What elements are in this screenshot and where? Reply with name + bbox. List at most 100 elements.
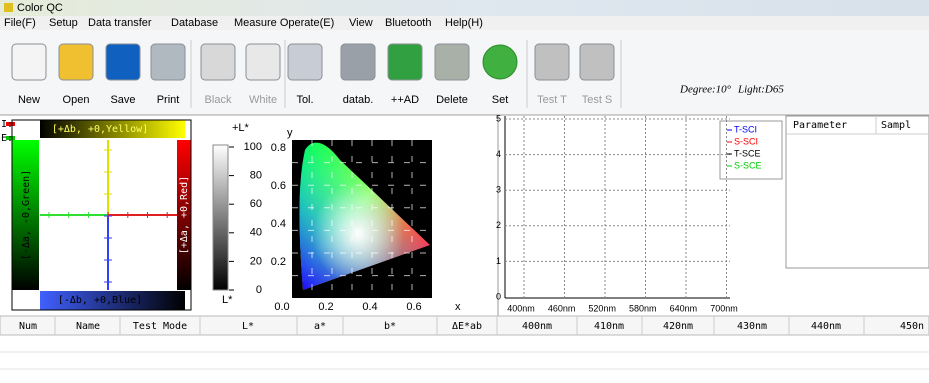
table-header: 430nm [737, 321, 767, 332]
l-tick-label: 40 [250, 227, 262, 239]
toolbar-button[interactable]: White [245, 43, 281, 106]
l-top: +L* [232, 122, 250, 134]
x-tick-label: 0.6 [406, 301, 421, 313]
yellow-label: [+Δb, +0,Yellow] [52, 124, 148, 135]
table-header: L* [242, 321, 254, 332]
menu-item[interactable]: Bluetooth [385, 17, 431, 29]
button-label: Save [110, 94, 135, 106]
toolbar-button[interactable]: Tol. [287, 43, 323, 106]
x-axis-label: x [455, 301, 461, 313]
indicator-i [6, 122, 15, 126]
button-label: White [249, 94, 277, 106]
table-header: Sampl [881, 120, 911, 131]
table-header: Test Mode [133, 321, 187, 332]
y-tick-label: 3 [496, 185, 501, 195]
menu-item[interactable]: File(F) [4, 17, 36, 29]
button-icon [340, 43, 376, 81]
toolbar-button[interactable]: Open [58, 43, 94, 106]
button-icon [534, 43, 570, 81]
table-header: 400nm [522, 321, 552, 332]
table-header: ΔE*ab [452, 321, 482, 332]
table-header: a* [314, 321, 326, 332]
y-tick-label: 1 [496, 256, 501, 266]
button-label: Test S [582, 94, 613, 106]
menu-item[interactable]: Data transfer [88, 17, 152, 29]
y-tick-label: 0 [496, 291, 501, 301]
toolbar-button[interactable]: Delete [434, 43, 470, 106]
title-bar [0, 0, 929, 16]
x-tick-label: 580nm [629, 303, 657, 313]
toolbar-button[interactable]: Test S [579, 43, 615, 106]
toolbar-button[interactable]: Print [150, 43, 186, 106]
button-icon [200, 43, 236, 81]
button-icon [58, 43, 94, 81]
toolbar-button[interactable]: Save [105, 43, 141, 106]
x-tick-label: 0.4 [362, 301, 377, 313]
toolbar-button[interactable]: Test T [534, 43, 570, 106]
toolbar-button[interactable]: New [11, 43, 47, 106]
button-icon [245, 43, 281, 81]
button-label: Open [63, 94, 90, 106]
button-label: Print [157, 94, 180, 106]
table-header: 410nm [594, 321, 624, 332]
blue-label: [-Δb, +0,Blue] [58, 295, 142, 306]
table-header: Name [76, 321, 100, 332]
toolbar-button[interactable]: Set [482, 44, 518, 106]
indicator-e [6, 136, 15, 140]
app-icon [4, 3, 13, 12]
lightness-bar [212, 144, 229, 291]
window-title: Color QC [17, 2, 63, 14]
green-label: [-Δa, -0,Green] [21, 170, 32, 260]
blue-bar [40, 291, 185, 310]
y-axis-label: y [287, 127, 293, 139]
button-label: Black [205, 94, 232, 106]
table-header: 440nm [811, 321, 841, 332]
x-tick-label: 460nm [548, 303, 576, 313]
l-bottom: L* [222, 294, 233, 306]
l-tick-label: 60 [250, 198, 262, 210]
button-label: ++AD [391, 94, 419, 106]
y-tick-label: 2 [496, 220, 501, 230]
button-icon [387, 43, 423, 81]
toolbar-button[interactable]: datab. [340, 43, 376, 106]
legend-label: S-SCE [734, 160, 762, 170]
button-label: Set [492, 94, 509, 106]
button-icon [579, 43, 615, 81]
x-tick-label: 520nm [588, 303, 616, 313]
legend-label: S-SCI [734, 136, 758, 146]
button-icon [105, 43, 141, 81]
indicator-label: E: [1, 133, 13, 144]
l-tick-label: 0 [256, 284, 262, 296]
legend-label: T-SCI [734, 124, 757, 134]
legend-label: T-SCE [734, 148, 761, 158]
menu-item[interactable]: Setup [49, 17, 78, 29]
l-tick-label: 20 [250, 255, 262, 267]
toolbar-button[interactable]: Black [200, 43, 236, 106]
menu-item[interactable]: View [349, 17, 373, 29]
table-header: 450n [900, 321, 924, 332]
y-tick-label: 0.8 [271, 142, 286, 154]
x-tick-label: 700nm [710, 303, 738, 313]
x-tick-label: 0.2 [318, 301, 333, 313]
button-label: Tol. [296, 94, 313, 106]
x-tick-label: 0.0 [274, 301, 289, 313]
table-header: Num [19, 321, 37, 332]
indicator-label: I: [1, 119, 13, 130]
button-icon [482, 44, 518, 80]
menu-item[interactable]: Measure Operate(E) [234, 17, 334, 29]
button-icon [287, 43, 323, 81]
button-label: datab. [343, 94, 374, 106]
button-icon [11, 43, 47, 81]
menu-item[interactable]: Help(H) [445, 17, 483, 29]
legend [719, 120, 783, 180]
button-icon [434, 43, 470, 81]
y-tick-label: 0.6 [271, 180, 286, 192]
menu-item[interactable]: Database [171, 17, 218, 29]
button-label: New [18, 94, 40, 106]
y-tick-label: 4 [496, 149, 501, 159]
toolbar-button[interactable]: ++AD [387, 43, 423, 106]
x-tick-label: 400nm [507, 303, 535, 313]
y-tick-label: 0.2 [271, 256, 286, 268]
